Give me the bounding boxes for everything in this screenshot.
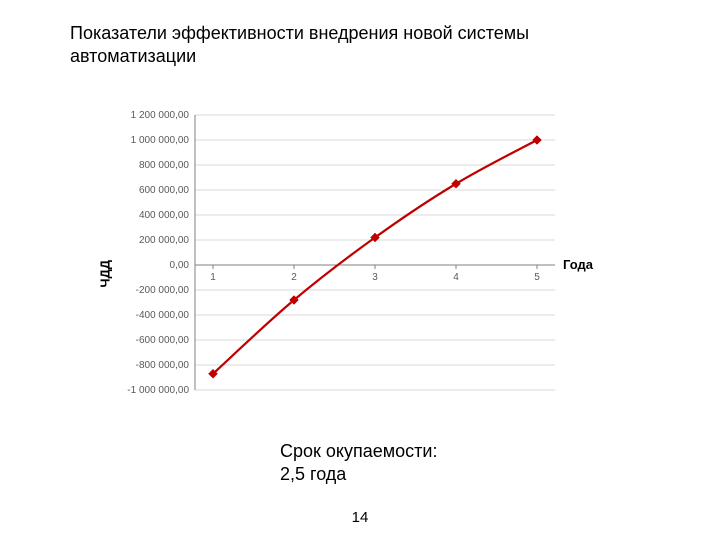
svg-text:1 200 000,00: 1 200 000,00 (131, 110, 190, 121)
svg-text:0,00: 0,00 (170, 260, 190, 271)
svg-text:-600 000,00: -600 000,00 (136, 335, 190, 346)
svg-text:2: 2 (291, 272, 297, 283)
caption-line-2: 2,5 года (280, 464, 346, 484)
svg-text:1 000 000,00: 1 000 000,00 (131, 135, 190, 146)
svg-text:5: 5 (534, 272, 540, 283)
svg-text:4: 4 (453, 272, 459, 283)
y-axis-title: ЧДД (98, 260, 113, 288)
svg-text:-200 000,00: -200 000,00 (136, 285, 190, 296)
page-number: 14 (0, 509, 720, 526)
caption: Срок окупаемости: 2,5 года (280, 440, 437, 487)
slide: Показатели эффективности внедрения новой… (0, 0, 720, 540)
x-axis-title: Года (563, 257, 593, 272)
svg-text:600 000,00: 600 000,00 (139, 185, 189, 196)
svg-text:200 000,00: 200 000,00 (139, 235, 189, 246)
svg-text:800 000,00: 800 000,00 (139, 160, 189, 171)
svg-text:400 000,00: 400 000,00 (139, 210, 189, 221)
svg-text:-800 000,00: -800 000,00 (136, 360, 190, 371)
line-chart: -1 000 000,00 -800 000,00 -600 000,00 -400 … (110, 105, 580, 415)
svg-text:-1 000 000,00: -1 000 000,00 (127, 385, 189, 396)
svg-text:1: 1 (210, 272, 216, 283)
svg-text:3: 3 (372, 272, 378, 283)
slide-title: Показатели эффективности внедрения новой… (70, 22, 630, 69)
svg-text:-400 000,00: -400 000,00 (136, 310, 190, 321)
caption-line-1: Срок окупаемости: (280, 441, 437, 461)
chart-container: ЧДД -1 000 000,00-800 000,00-600 000,00-… (110, 105, 580, 415)
